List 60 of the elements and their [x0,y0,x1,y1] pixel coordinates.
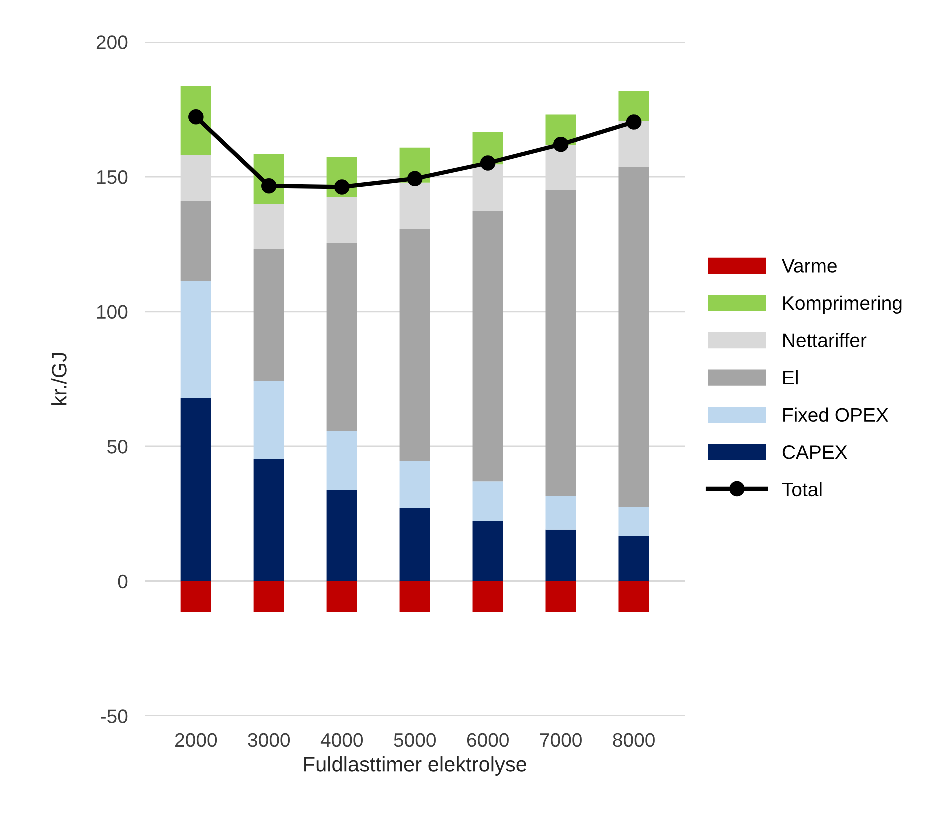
bar [546,496,576,530]
bar [400,182,430,230]
x-tick-label: 4000 [320,733,364,748]
point [334,180,350,195]
y-tick-label: 0 [118,574,128,589]
bar [254,581,284,612]
legend-label: CAPEX [782,446,848,460]
point [188,109,204,125]
bar [618,536,650,582]
bar [180,398,212,582]
x-tick-label: 8000 [613,733,655,748]
bar [180,201,212,282]
bar [546,530,576,582]
x-tick-label: 2000 [176,733,218,748]
point [626,114,642,130]
bar [254,381,284,460]
y-tick-label: 200 [96,36,128,50]
bar [546,581,576,612]
bar [326,490,358,582]
bar [254,249,284,382]
bar [472,482,504,522]
bar [180,581,212,612]
bar [254,459,284,582]
x-axis-title: Fuldlasttimer elektrolyse [304,756,526,776]
legend-label: Varme [782,259,837,273]
bar [472,581,504,612]
x-tick-label: 3000 [248,733,290,748]
bar [400,461,430,508]
y-tick-label: 50 [108,440,128,454]
bar [326,197,358,244]
y-axis-title: kr./GJ [52,354,67,405]
legend-label: Fixed OPEX [784,408,889,422]
bar [618,167,650,507]
bar [326,431,358,490]
bar [180,281,212,398]
bar [472,521,504,582]
x-tick-label: 6000 [467,733,509,748]
point [553,136,569,152]
bar [618,91,650,122]
bar [326,243,358,432]
x-tick-label: 7000 [540,733,582,748]
y-tick-label: 100 [97,305,128,320]
legend-label: El [784,370,798,385]
bar [400,508,430,582]
point [407,171,423,187]
bar [472,211,504,482]
y-tick-label: -50 [101,710,128,724]
legend-label: Komprimering [784,296,902,314]
bar [546,190,576,496]
y-tick-label: 150 [97,170,128,184]
bar [618,506,650,536]
bar [400,581,430,612]
x-tick-label: 5000 [394,733,436,748]
bar [326,581,358,612]
bar [618,581,650,612]
legend-label: Total [782,482,822,497]
legend-label: Nettariffer [784,333,867,348]
bar [400,229,430,462]
bar [254,204,284,250]
point [480,156,496,171]
